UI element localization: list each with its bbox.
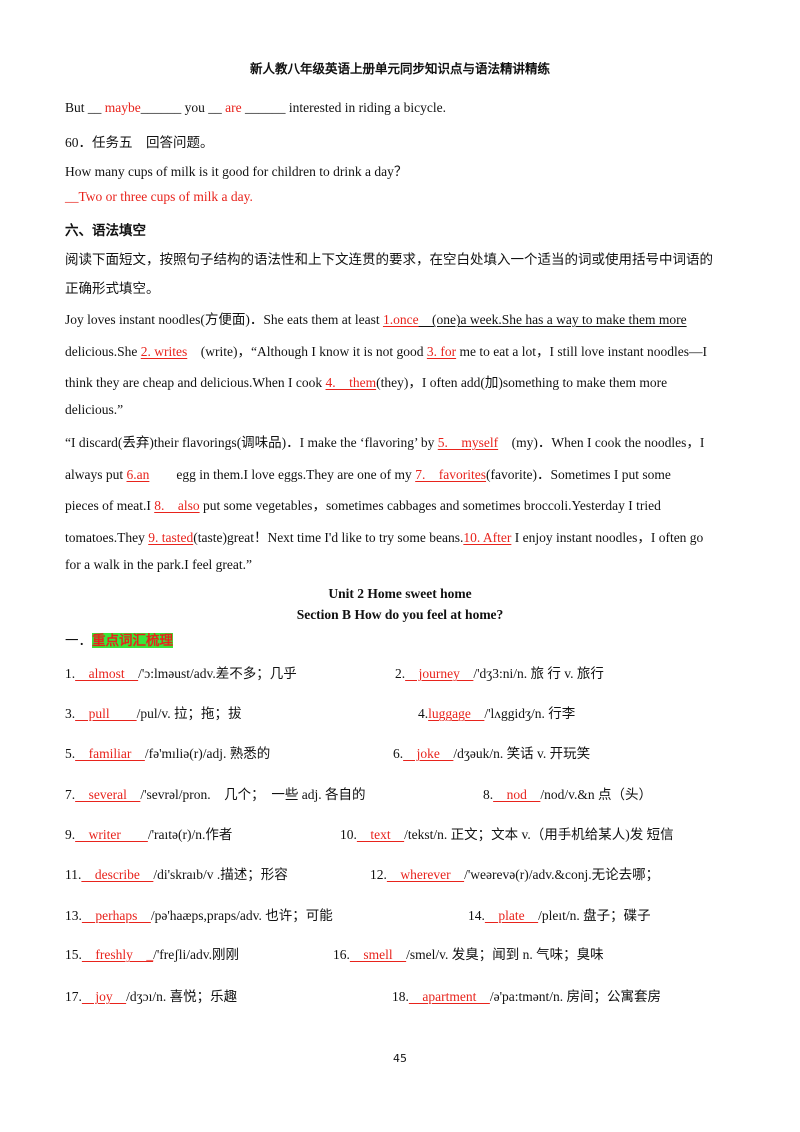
instruction-line-1: 阅读下面短文，按照句子结构的语法性和上下文连贯的要求，在空白处填入一个适当的词或… <box>65 252 713 267</box>
answer-text: __Two or three cups of milk a day. <box>65 189 253 204</box>
vocab-heading: 一．重点词汇梳理 <box>65 633 173 648</box>
vocab-item: 9. writer /'raıtə(r)/n.作者 <box>65 827 233 842</box>
vocab-item: 16. smell /smel/v. 发臭；闻到 n. 气味；臭味 <box>333 947 604 962</box>
line-but-maybe: But __ maybe______ you __ are ______ int… <box>65 100 446 115</box>
passage-line-4: delicious.” <box>65 402 124 417</box>
passage-line-7: pieces of meat.I 8. also put some vegeta… <box>65 498 661 513</box>
passage-line-6: always put 6.an egg in them.I love eggs.… <box>65 467 671 482</box>
blank-10-answer: 10. After <box>463 530 512 545</box>
vocab-item: 14. plate /pleıt/n. 盘子；碟子 <box>468 908 651 923</box>
section-title: Section B How do you feel at home? <box>296 607 504 622</box>
blank-2-answer: 2. writes <box>140 344 188 359</box>
passage-line-3: think they are cheap and delicious.When … <box>65 375 668 390</box>
answer-maybe: maybe <box>104 100 141 115</box>
vocab-item: 12. wherever /'weərevə(r)/adv.&conj.无论去哪… <box>370 867 660 882</box>
blank-6-answer: 6.an <box>126 467 150 482</box>
answer-are: are <box>225 100 242 115</box>
passage-line-1: Joy loves instant noodles(方便面)．She eats … <box>65 312 687 327</box>
vocab-item: 3. pull /pul/v. 拉；拖；拔 <box>65 706 242 721</box>
blank-8-answer: 8. also <box>154 498 200 513</box>
blank-7-answer: 7. favorites <box>415 467 487 482</box>
section-six-title: 六、语法填空 <box>65 223 146 238</box>
vocab-item: 18. apartment /ə'pa:tmənt/n. 房间；公寓套房 <box>392 989 662 1004</box>
vocab-item: 11. describe /di'skraıb/v .描述；形容 <box>65 867 288 882</box>
page-number: 45 <box>393 1052 407 1065</box>
page-header: 新人教八年级英语上册单元同步知识点与语法精讲精练 <box>249 61 550 76</box>
passage-line-2: delicious.She 2. writes (write)，“Althoug… <box>65 344 707 359</box>
question-text: How many cups of milk is it good for chi… <box>65 164 408 179</box>
vocab-item: 10. text /tekst/n. 正文；文本 v.（用手机给某人)发 短信 <box>340 827 674 842</box>
vocab-item: 6. joke /dʒəuk/n. 笑话 v. 开玩笑 <box>393 746 591 761</box>
instruction-line-2: 正确形式填空。 <box>65 281 160 296</box>
blank-1-answer: 1.once <box>382 312 419 327</box>
vocab-item: 4.luggage /'lʌggidʒ/n. 行李 <box>418 706 576 721</box>
passage-line-9: for a walk in the park.I feel great.” <box>65 557 253 572</box>
task-five-title: 60．任务五 回答问题。 <box>65 135 214 150</box>
passage-line-8: tomatoes.They 9. tasted(taste)great！Next… <box>65 530 704 545</box>
vocab-item: 13. perhaps /pə'haæps,praps/adv. 也许；可能 <box>65 908 333 923</box>
vocab-item: 7. several /'sevrəl/pron. 几个； 一些 adj. 各自… <box>65 787 366 802</box>
vocab-item: 1. almost /'ɔ:lməust/adv.差不多；几乎 <box>65 666 297 681</box>
blank-3-answer: 3. for <box>426 344 457 359</box>
unit-title: Unit 2 Home sweet home <box>328 586 472 601</box>
blank-4-answer: 4. them <box>325 375 377 390</box>
vocab-item: 15. freshly _/'freʃli/adv.刚刚 <box>65 947 240 962</box>
vocab-item: 17. joy /dʒɔı/n. 喜悦；乐趣 <box>65 989 238 1004</box>
passage-line-5: “I discard(丢弃)their flavorings(调味品)．I ma… <box>65 435 705 450</box>
blank-5-answer: 5. myself <box>437 435 499 450</box>
vocab-item: 8. nod /nod/v.&n 点（头） <box>483 787 653 802</box>
vocab-item: 5. familiar /fə'mıliə(r)/adj. 熟悉的 <box>65 746 271 761</box>
vocab-heading-highlight: 重点词汇梳理 <box>92 633 173 648</box>
vocab-item: 2. journey /'dʒ3:ni/n. 旅 行 v. 旅行 <box>395 666 604 681</box>
blank-9-answer: 9. tasted <box>148 530 194 545</box>
